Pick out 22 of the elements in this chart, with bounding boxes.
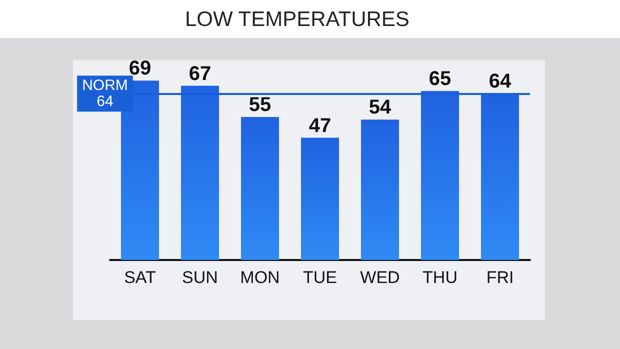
x-tick-label: MON <box>240 268 280 287</box>
data-label: 67 <box>188 62 212 85</box>
data-label: 69 <box>128 58 152 80</box>
bar <box>421 91 459 260</box>
x-tick-label: THU <box>422 268 458 287</box>
data-label: 65 <box>428 68 452 90</box>
x-tick-label: TUE <box>303 268 337 287</box>
bar <box>181 86 219 260</box>
bar <box>361 120 399 260</box>
x-tick-label: SUN <box>182 268 218 287</box>
x-tick-label: WED <box>360 268 400 287</box>
chart-title: LOW TEMPERATURES <box>185 8 410 32</box>
data-label: 55 <box>248 94 272 116</box>
x-tick-label: SAT <box>124 268 156 287</box>
data-label: 54 <box>368 96 392 119</box>
ref-line-label: NORM 64 <box>82 77 128 110</box>
bar <box>481 94 519 260</box>
x-tick-label: FRI <box>486 268 514 287</box>
bar <box>301 138 339 260</box>
bar <box>241 117 279 260</box>
data-label: 47 <box>308 114 332 137</box>
data-label: 64 <box>488 70 512 93</box>
